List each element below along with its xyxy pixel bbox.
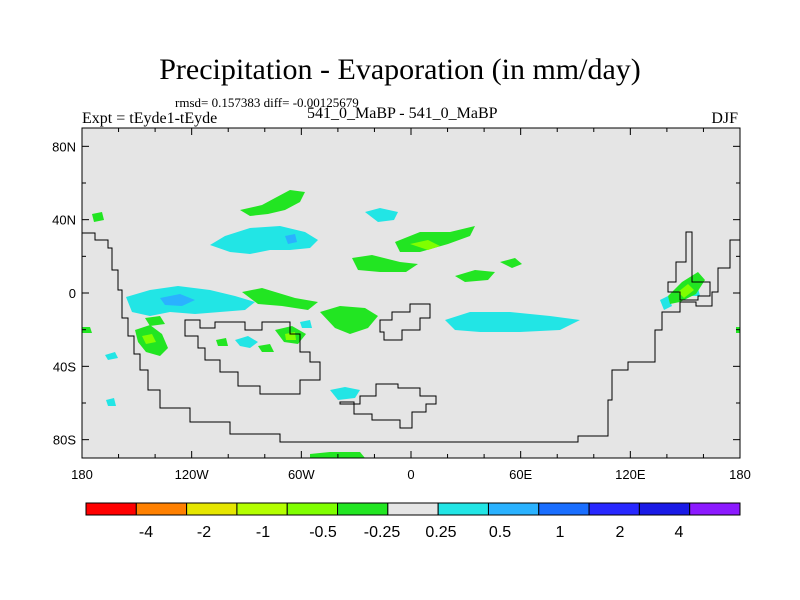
y-tick-label-2: 0 [69,286,76,301]
colorbar-swatch-9 [538,502,590,516]
x-axis: 180 120W 60W 0 60E 120E 180 [71,128,751,482]
field-green-6 [242,288,318,310]
colorbar-label-5: 0.25 [425,524,456,541]
coastlines [82,231,740,443]
colorbar-swatch-6 [387,502,439,516]
colorbar-swatch-11 [638,502,691,516]
field-green-12 [82,327,92,333]
colorbar-swatch-2 [186,502,238,516]
x-tick-label-2: 60W [288,467,315,482]
blue-fields [160,234,297,306]
coastline-inner-2 [379,303,431,341]
data-fields [82,190,740,458]
field-green-5 [500,258,522,268]
season-label: DJF [711,110,738,127]
coastline-inner-3 [339,383,437,429]
y-tick-label-0: 80N [52,139,76,154]
colorbar-label-4: -0.25 [364,524,401,541]
colorbar-label-7: 1 [556,524,565,541]
x-tick-label-4: 60E [509,467,532,482]
colorbar-swatch-12 [689,502,741,516]
colorbar-label-8: 2 [616,524,625,541]
colorbar-swatch-4 [286,502,339,516]
colorbar: -4 -2 -1 -0.5 -0.25 0.25 0.5 1 2 4 [85,502,741,541]
field-cyan-4 [445,312,580,332]
colorbar-swatch-3 [236,502,288,516]
field-cyan-5 [330,387,360,400]
colorbar-label-2: -1 [256,524,270,541]
field-blue-1 [160,294,195,306]
colorbar-label-6: 0.5 [489,524,511,541]
field-green-15 [258,344,274,352]
cyan-fields [105,208,700,406]
field-green-1 [240,190,305,216]
coastline-east [667,231,711,301]
colorbar-swatch-0 [85,502,137,516]
colorbar-swatch-10 [588,502,640,516]
y-axis: 80N 40N 0 40S 80S [52,139,740,448]
field-lightgreen-3 [142,334,156,344]
x-tick-label-3: 0 [407,467,414,482]
field-green-16 [216,338,228,346]
field-cyan-9 [106,398,116,406]
field-green-10 [145,316,165,326]
chart-title: Precipitation - Evaporation (in mm/day) [159,53,641,86]
field-lightgreen-1 [410,240,440,250]
field-blue-2 [285,234,297,244]
colorbar-label-3: -0.5 [309,524,337,541]
colorbar-label-1: -2 [197,524,211,541]
field-lightgreen-2 [678,284,694,298]
stats-label: rmsd= 0.157383 diff= -0.00125679 [175,95,359,110]
colorbar-swatch-7 [437,502,489,516]
field-cyan-11 [300,320,312,328]
colorbar-swatch-8 [487,502,540,516]
field-green-14 [92,212,104,222]
x-tick-label-0: 180 [71,467,93,482]
x-tick-label-5: 120E [615,467,646,482]
coastline-inner-1 [184,319,321,395]
field-cyan-3 [365,208,398,222]
x-tick-label-6: 180 [729,467,751,482]
colorbar-swatch-5 [337,502,389,516]
colorbar-label-0: -4 [139,524,153,541]
field-green-3 [352,255,418,272]
center-label: 541_0_MaBP - 541_0_MaBP [307,105,498,122]
field-cyan-1 [210,226,318,254]
x-tick-label-1: 120W [175,467,210,482]
field-green-4 [455,270,495,282]
field-cyan-6 [235,336,258,348]
experiment-label: Expt = tEyde1-tEyde [82,110,218,127]
field-green-7 [320,306,378,334]
y-tick-label-4: 80S [53,433,76,448]
field-cyan-8 [105,352,118,360]
y-tick-label-1: 40N [52,213,76,228]
colorbar-swatch-1 [135,502,188,516]
y-tick-label-3: 40S [53,359,76,374]
coastline-west [82,232,740,443]
colorbar-label-9: 4 [675,524,684,541]
